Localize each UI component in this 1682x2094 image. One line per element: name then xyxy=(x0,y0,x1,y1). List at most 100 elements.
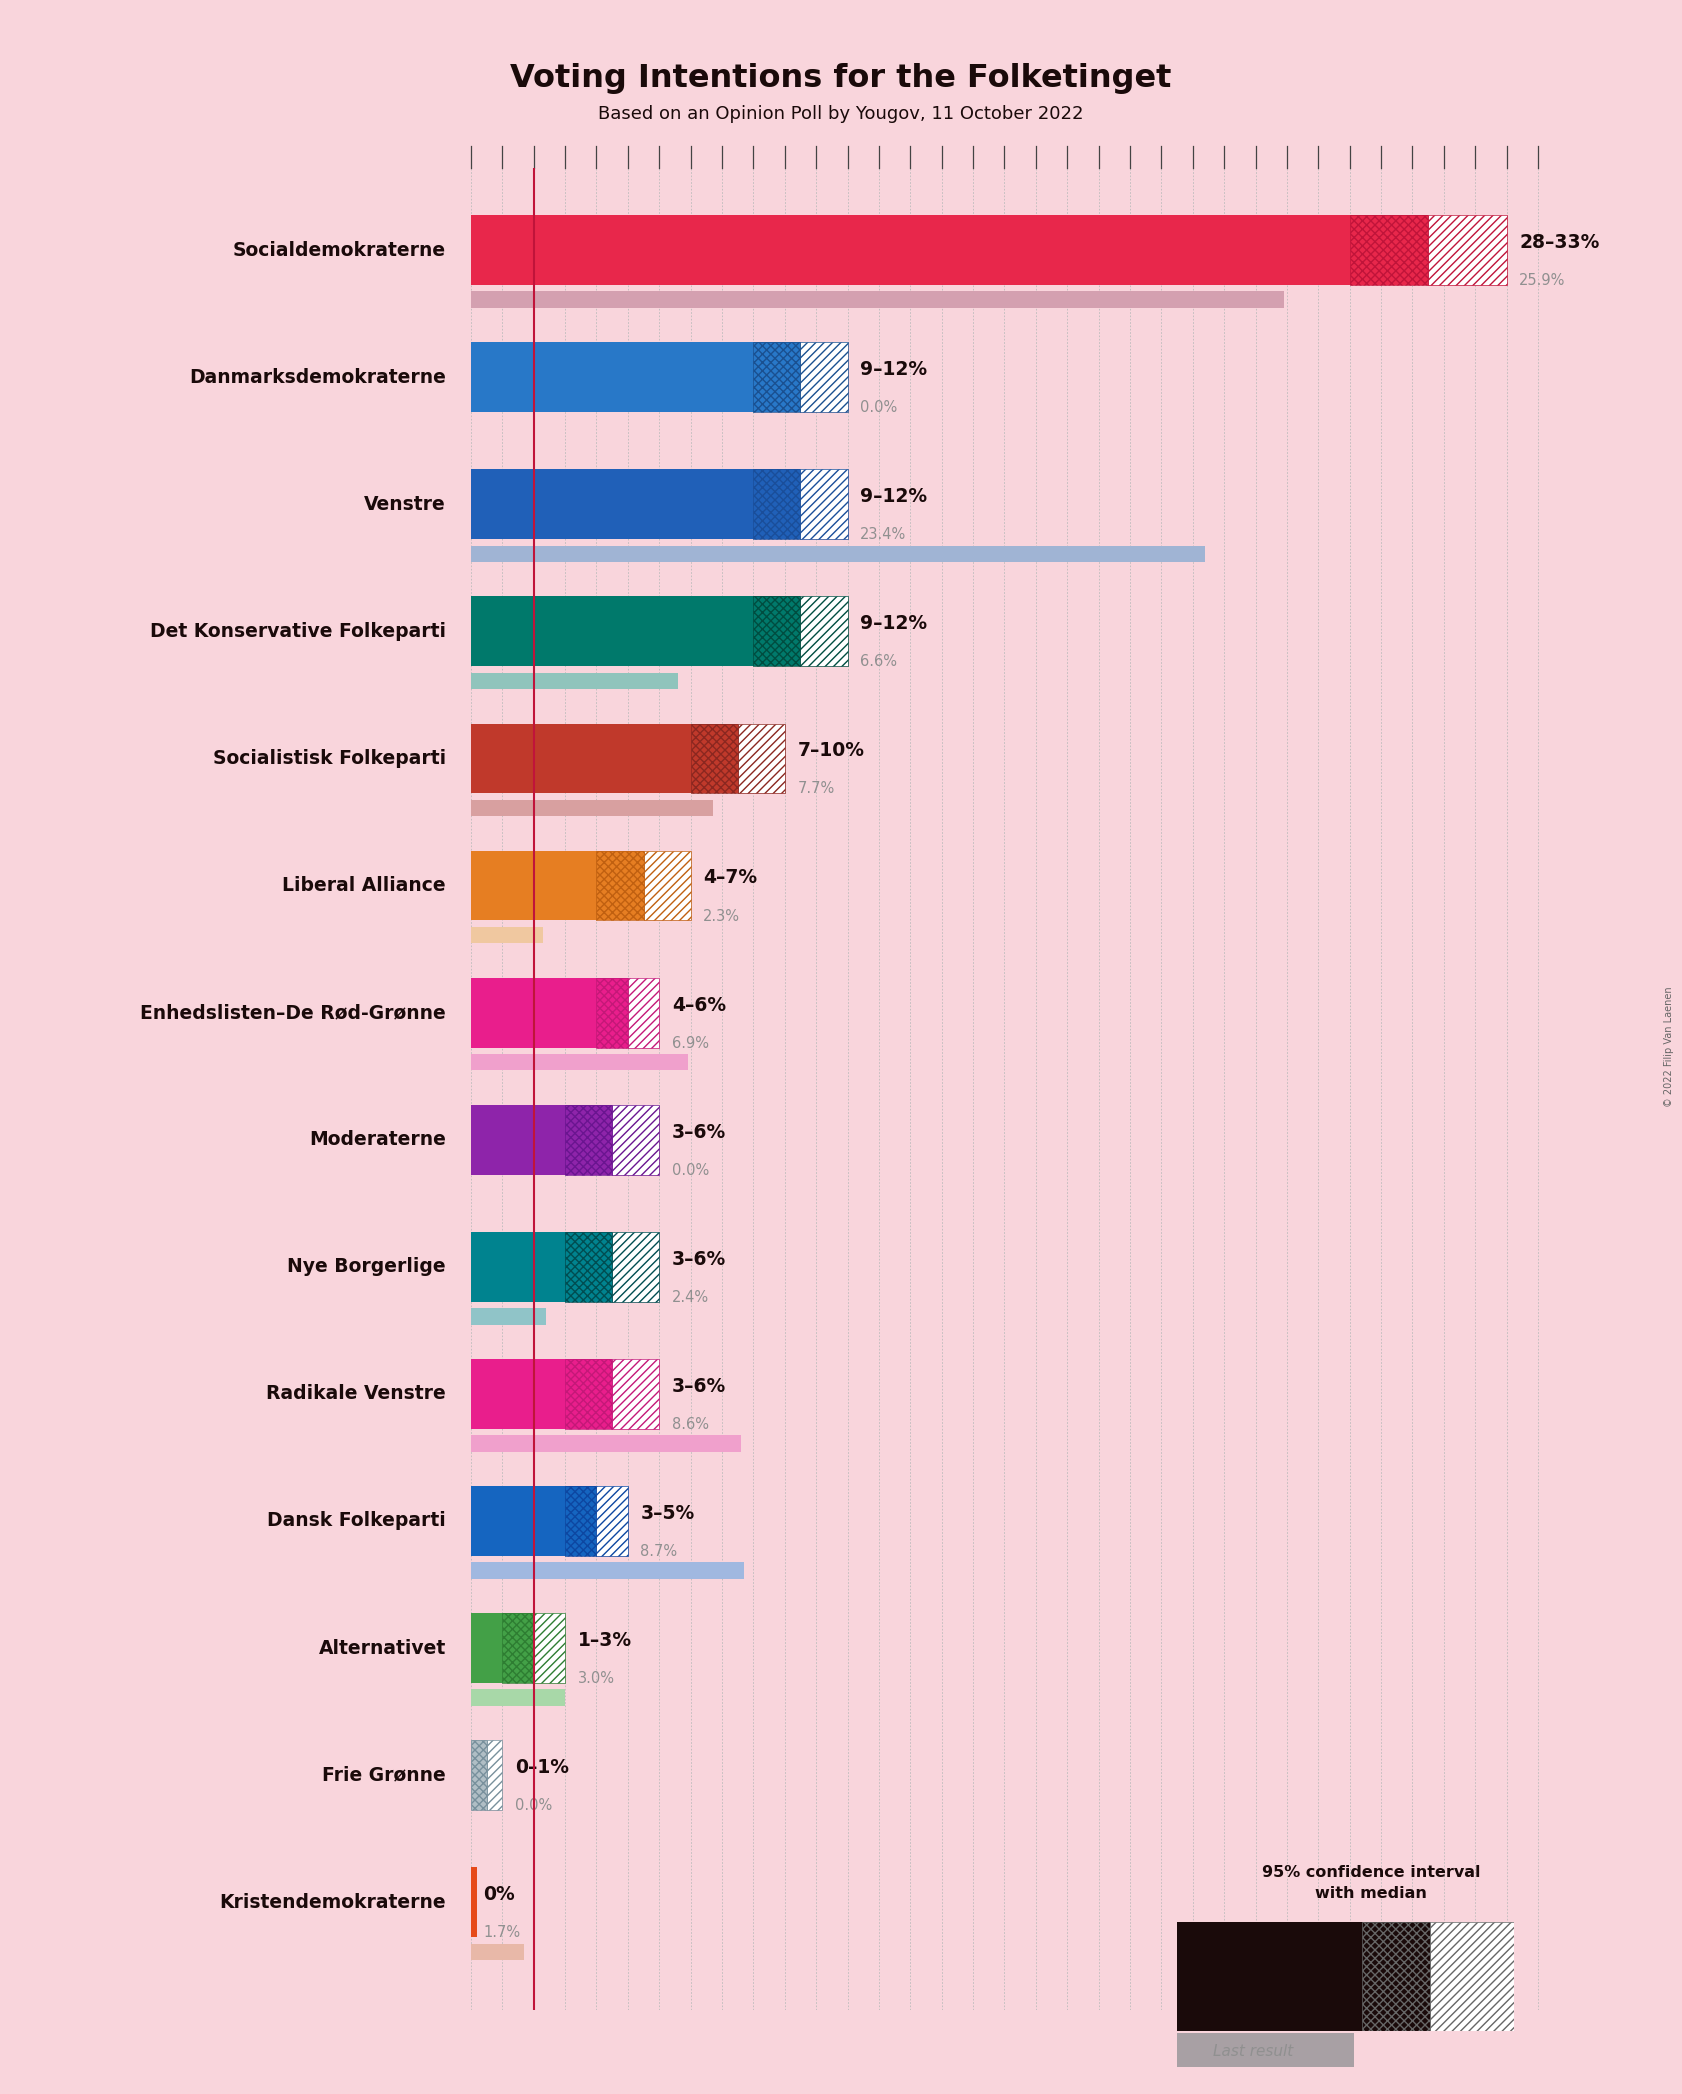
Bar xyxy=(471,1231,565,1302)
Text: 4–7%: 4–7% xyxy=(703,869,757,888)
Text: 3.0%: 3.0% xyxy=(577,1671,614,1686)
Bar xyxy=(1177,1922,1362,2031)
Bar xyxy=(597,1487,627,1556)
Bar xyxy=(471,1487,565,1556)
Bar xyxy=(1428,216,1507,285)
Bar xyxy=(471,1740,486,1809)
Bar xyxy=(533,1612,565,1684)
Bar xyxy=(486,1740,503,1809)
Text: Moderaterne: Moderaterne xyxy=(309,1131,446,1150)
Text: Radikale Venstre: Radikale Venstre xyxy=(266,1384,446,1403)
Bar xyxy=(738,725,785,794)
Bar xyxy=(471,1943,525,1960)
Text: 0.0%: 0.0% xyxy=(671,1162,710,1177)
Bar xyxy=(612,1231,659,1302)
Text: © 2022 Filip Van Laenen: © 2022 Filip Van Laenen xyxy=(1663,986,1674,1108)
Text: Alternativet: Alternativet xyxy=(318,1638,446,1658)
Bar xyxy=(801,341,848,413)
Bar xyxy=(471,1740,486,1809)
Text: 3–6%: 3–6% xyxy=(671,1376,727,1397)
Bar xyxy=(486,1740,503,1809)
Text: Dansk Folkeparti: Dansk Folkeparti xyxy=(267,1512,446,1531)
Bar xyxy=(612,1106,659,1175)
Bar xyxy=(691,725,738,794)
Text: 9–12%: 9–12% xyxy=(860,360,927,379)
Bar xyxy=(471,291,1283,308)
Text: 8.6%: 8.6% xyxy=(671,1418,708,1432)
Bar xyxy=(471,216,1349,285)
Text: 3–5%: 3–5% xyxy=(641,1503,695,1522)
Bar xyxy=(471,672,678,689)
Bar xyxy=(471,1309,547,1326)
Bar xyxy=(503,1612,533,1684)
Bar xyxy=(471,850,597,921)
Bar xyxy=(1349,216,1428,285)
Bar xyxy=(471,928,543,944)
Text: 1–3%: 1–3% xyxy=(577,1631,632,1650)
Bar xyxy=(1430,1922,1514,2031)
Text: 6.9%: 6.9% xyxy=(671,1037,708,1051)
Bar xyxy=(565,1487,597,1556)
Bar xyxy=(471,341,754,413)
Bar xyxy=(471,1868,476,1937)
Bar xyxy=(644,850,691,921)
Bar xyxy=(1362,1922,1430,2031)
Bar xyxy=(612,1231,659,1302)
Bar xyxy=(801,597,848,666)
Bar xyxy=(597,850,644,921)
Text: 3–6%: 3–6% xyxy=(671,1122,727,1141)
Text: 95% confidence interval
with median: 95% confidence interval with median xyxy=(1262,1866,1480,1901)
Bar xyxy=(754,597,801,666)
Bar xyxy=(471,1106,565,1175)
Bar xyxy=(565,1487,597,1556)
Text: Kristendemokraterne: Kristendemokraterne xyxy=(219,1893,446,1912)
Bar xyxy=(1349,216,1428,285)
Text: Det Konservative Folkeparti: Det Konservative Folkeparti xyxy=(150,622,446,641)
Bar xyxy=(597,1487,627,1556)
Text: 0%: 0% xyxy=(483,1885,515,1903)
Bar xyxy=(1362,1922,1430,2031)
Text: Frie Grønne: Frie Grønne xyxy=(321,1765,446,1784)
Bar xyxy=(754,469,801,540)
Bar xyxy=(801,341,848,413)
Bar xyxy=(1430,1922,1514,2031)
Bar xyxy=(471,1434,740,1451)
Bar xyxy=(754,341,801,413)
Text: 7.7%: 7.7% xyxy=(797,781,834,796)
Bar xyxy=(471,1612,503,1684)
Bar xyxy=(471,597,754,666)
Bar xyxy=(738,725,785,794)
Text: Enhedslisten–De Rød-Grønne: Enhedslisten–De Rød-Grønne xyxy=(140,1003,446,1022)
Bar xyxy=(471,800,713,817)
Bar xyxy=(644,850,691,921)
Bar xyxy=(801,597,848,666)
Text: Based on an Opinion Poll by Yougov, 11 October 2022: Based on an Opinion Poll by Yougov, 11 O… xyxy=(599,105,1083,124)
Text: 23.4%: 23.4% xyxy=(860,528,907,542)
Bar xyxy=(471,1359,565,1428)
Bar xyxy=(471,1053,688,1070)
Bar xyxy=(597,978,627,1047)
Text: 6.6%: 6.6% xyxy=(860,655,897,670)
Text: Danmarksdemokraterne: Danmarksdemokraterne xyxy=(188,369,446,387)
Bar xyxy=(801,469,848,540)
Bar xyxy=(565,1106,612,1175)
Text: Venstre: Venstre xyxy=(363,494,446,513)
Text: 28–33%: 28–33% xyxy=(1519,232,1600,251)
Bar xyxy=(691,725,738,794)
Text: Voting Intentions for the Folketinget: Voting Intentions for the Folketinget xyxy=(510,63,1172,94)
Text: 2.4%: 2.4% xyxy=(671,1290,708,1305)
Text: 9–12%: 9–12% xyxy=(860,614,927,632)
Bar xyxy=(565,1359,612,1428)
Bar xyxy=(533,1612,565,1684)
Bar xyxy=(597,850,644,921)
Bar xyxy=(471,1690,565,1707)
Text: 3–6%: 3–6% xyxy=(671,1250,727,1269)
Text: 2.3%: 2.3% xyxy=(703,909,740,923)
Text: Nye Borgerlige: Nye Borgerlige xyxy=(288,1256,446,1277)
Text: Socialistisk Folkeparti: Socialistisk Folkeparti xyxy=(212,750,446,768)
Bar xyxy=(503,1612,533,1684)
Bar xyxy=(471,547,1206,561)
Bar xyxy=(597,978,627,1047)
Text: Socialdemokraterne: Socialdemokraterne xyxy=(232,241,446,260)
Bar xyxy=(565,1231,612,1302)
